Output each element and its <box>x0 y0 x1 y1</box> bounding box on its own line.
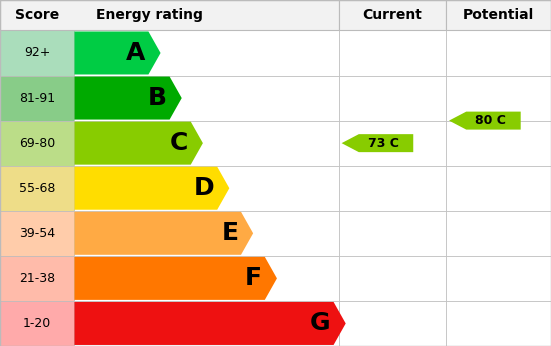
Bar <box>0 211 74 256</box>
Polygon shape <box>74 167 229 210</box>
Text: 92+: 92+ <box>24 46 50 60</box>
Bar <box>74 301 339 346</box>
Text: 81-91: 81-91 <box>19 92 55 104</box>
Polygon shape <box>74 212 253 255</box>
Bar <box>446 0 551 30</box>
Bar <box>0 75 74 121</box>
Bar <box>339 0 446 30</box>
Bar <box>339 30 446 75</box>
Text: G: G <box>310 311 331 336</box>
Bar <box>339 75 446 121</box>
Bar <box>339 211 446 256</box>
Bar <box>339 256 446 301</box>
Text: 80 C: 80 C <box>475 114 506 127</box>
Bar <box>446 211 551 256</box>
Text: B: B <box>148 86 167 110</box>
Bar <box>74 30 339 75</box>
Text: A: A <box>126 41 145 65</box>
Bar <box>0 121 74 166</box>
Bar <box>0 30 74 75</box>
Polygon shape <box>74 76 182 120</box>
Polygon shape <box>74 257 277 300</box>
Text: 39-54: 39-54 <box>19 227 55 240</box>
Polygon shape <box>74 31 160 74</box>
Text: 1-20: 1-20 <box>23 317 51 330</box>
Bar <box>446 30 551 75</box>
Polygon shape <box>74 122 203 165</box>
Bar <box>74 121 339 166</box>
Text: 21-38: 21-38 <box>19 272 55 285</box>
Bar <box>0 301 74 346</box>
Bar <box>339 166 446 211</box>
Bar <box>339 301 446 346</box>
Bar <box>74 211 339 256</box>
Text: F: F <box>245 266 262 290</box>
Text: Potential: Potential <box>463 8 534 22</box>
Bar <box>446 166 551 211</box>
Text: 69-80: 69-80 <box>19 137 55 150</box>
Bar <box>446 75 551 121</box>
Bar <box>74 256 339 301</box>
Bar <box>74 75 339 121</box>
Bar <box>74 166 339 211</box>
Bar <box>0 166 74 211</box>
Text: 55-68: 55-68 <box>19 182 56 195</box>
Bar <box>446 301 551 346</box>
Polygon shape <box>74 302 345 345</box>
Polygon shape <box>449 112 521 130</box>
Bar <box>446 121 551 166</box>
Text: D: D <box>194 176 214 200</box>
Bar <box>446 256 551 301</box>
Text: C: C <box>170 131 188 155</box>
Polygon shape <box>342 134 413 152</box>
Bar <box>0 256 74 301</box>
Text: E: E <box>222 221 238 245</box>
Text: 73 C: 73 C <box>368 137 398 150</box>
Bar <box>0 0 339 30</box>
Bar <box>339 121 446 166</box>
Text: Current: Current <box>363 8 423 22</box>
Text: Score: Score <box>15 8 60 22</box>
Text: Energy rating: Energy rating <box>96 8 203 22</box>
